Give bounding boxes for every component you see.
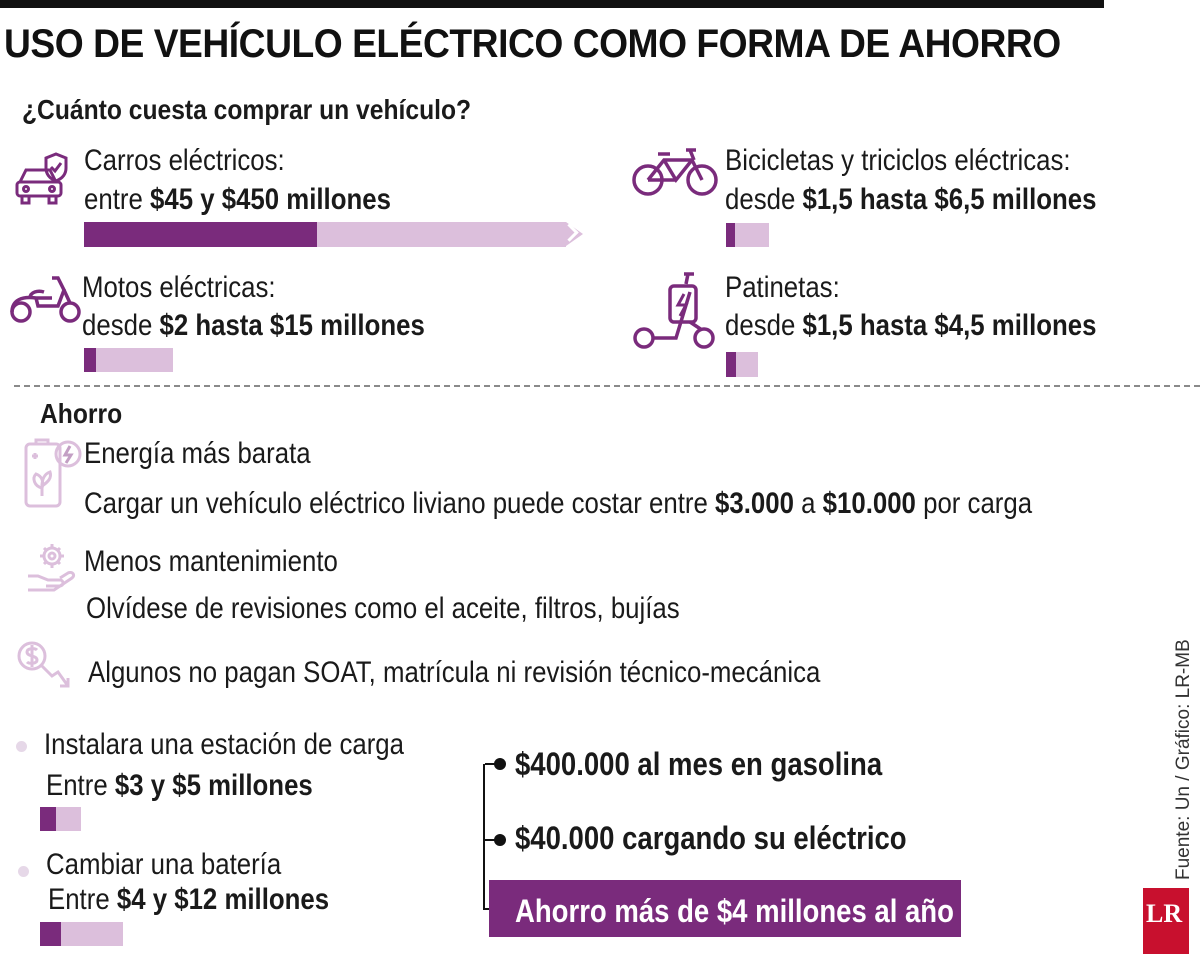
- phone-battery-leaf-icon: [22, 438, 82, 510]
- bicycle-range-fill: [726, 223, 735, 247]
- car-range-fill: [84, 222, 317, 247]
- electric-cost: $40.000 cargando su eléctrico: [515, 820, 907, 856]
- bicycle-label: Bicicletas y triciclos eléctricas:: [725, 144, 1071, 177]
- moto-price: desde $2 hasta $15 millones: [82, 309, 425, 342]
- gasoline-cost: $400.000 al mes en gasolina: [515, 746, 883, 782]
- charging-station-price: Entre $3 y $5 millones: [46, 769, 313, 802]
- car-shield-icon: [14, 148, 74, 208]
- battery-range-fill: [40, 922, 61, 946]
- taxes-text: Algunos no pagan SOAT, matrícula ni revi…: [88, 656, 821, 689]
- bicycle-price: desde $1,5 hasta $6,5 millones: [725, 183, 1097, 216]
- tree-line: [483, 764, 485, 910]
- energy-text: Cargar un vehículo eléctrico liviano pue…: [84, 487, 1033, 520]
- dollar-down-arrow-icon: [16, 640, 76, 692]
- publisher-logo-text: LR: [1146, 899, 1183, 928]
- energy-title: Energía más barata: [84, 437, 311, 470]
- bullet-dot: [18, 866, 29, 877]
- moto-label: Motos eléctricas:: [82, 271, 276, 304]
- hand-gear-icon: [24, 542, 80, 592]
- moto-range-fill: [84, 348, 96, 372]
- tree-branch: [483, 908, 491, 910]
- battery-label: Cambiar una batería: [46, 848, 282, 881]
- scooter-price: desde $1,5 hasta $4,5 millones: [725, 309, 1097, 342]
- bullet-dot: [16, 741, 27, 752]
- tree-dot: [494, 758, 506, 770]
- purchase-cost-heading: ¿Cuánto cuesta comprar un vehículo?: [22, 94, 472, 125]
- savings-result: Ahorro más de $4 millones al año: [515, 893, 954, 929]
- tree-branch: [485, 839, 495, 841]
- moto-range-bar: [84, 348, 173, 372]
- scooter-range-fill: [726, 352, 736, 377]
- scooter-moto-icon: [8, 272, 84, 326]
- infographic-title: USO DE VEHÍCULO ELÉCTRICO COMO FORMA DE …: [4, 22, 1061, 66]
- maintenance-text: Olvídese de revisiones como el aceite, f…: [86, 592, 680, 625]
- savings-heading: Ahorro: [40, 398, 123, 429]
- tree-branch: [485, 763, 495, 765]
- charging-station-range-fill: [40, 807, 56, 831]
- savings-result-box: [489, 880, 961, 937]
- car-range-arrow: [566, 222, 583, 246]
- charging-station-label: Instalara una estación de carga: [44, 728, 405, 761]
- kick-scooter-icon: [632, 270, 718, 352]
- maintenance-title: Menos mantenimiento: [84, 545, 338, 578]
- source-credit: Fuente: Un / Gráfico: LR-MB: [1173, 639, 1194, 880]
- car-label: Carros eléctricos:: [84, 144, 285, 177]
- battery-price: Entre $4 y $12 millones: [48, 883, 330, 916]
- section-divider: [14, 385, 1200, 387]
- top-rule: [0, 0, 1104, 8]
- scooter-label: Patinetas:: [725, 271, 840, 304]
- tree-dot: [494, 834, 506, 846]
- publisher-logo: [1143, 888, 1189, 954]
- bicycle-icon: [632, 146, 720, 198]
- car-price: entre $45 y $450 millones: [84, 183, 391, 216]
